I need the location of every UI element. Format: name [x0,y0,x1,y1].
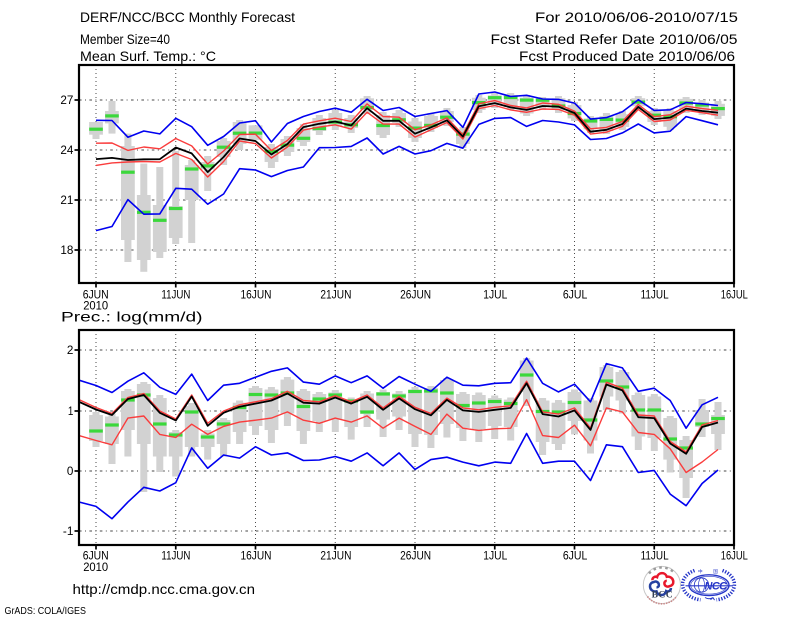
svg-text:21JUN: 21JUN [320,549,351,563]
svg-text:Fcst Produced Date 2010/06/06: Fcst Produced Date 2010/06/06 [519,48,735,64]
svg-text:11JUL: 11JUL [641,287,669,301]
svg-text:21JUN: 21JUN [320,287,351,301]
svg-text:Member Size=40: Member Size=40 [80,31,170,47]
svg-text:16JUL: 16JUL [721,549,748,563]
svg-text:24: 24 [60,143,73,157]
svg-text:11JUN: 11JUN [161,549,190,563]
svg-text:0: 0 [67,464,74,478]
svg-text:16JUN: 16JUN [241,549,272,563]
svg-text:21: 21 [60,193,73,207]
svg-text:中: 中 [698,568,703,575]
svg-text:Fcst Started Refer Date 2010/0: Fcst Started Refer Date 2010/06/05 [491,31,738,47]
svg-text:国: 国 [713,569,718,575]
svg-text:-1: -1 [63,524,74,538]
svg-text:16JUN: 16JUN [241,287,272,301]
svg-text:1JUL: 1JUL [483,549,507,563]
svg-text:6JUN: 6JUN [83,549,109,563]
svg-text:6JUL: 6JUL [563,287,588,301]
svg-text:1: 1 [68,404,74,418]
svg-text:Mean Surf. Temp.: °C: Mean Surf. Temp.: °C [80,48,216,64]
svg-text:26JUN: 26JUN [400,549,431,563]
svg-text:2: 2 [67,343,74,357]
svg-text:BCC: BCC [652,590,673,601]
svg-text:6JUN: 6JUN [83,287,109,301]
svg-text:16JUL: 16JUL [721,287,748,301]
svg-text:11JUN: 11JUN [161,287,190,301]
svg-text:18: 18 [60,243,73,257]
svg-text:2010: 2010 [83,560,108,574]
svg-text:27: 27 [60,93,73,107]
svg-text:http://cmdp.ncc.cma.gov.cn: http://cmdp.ncc.cma.gov.cn [73,581,256,597]
svg-text:GrADS: COLA/IGES: GrADS: COLA/IGES [5,605,87,617]
svg-text:11JUL: 11JUL [641,549,669,563]
svg-text:Prec.: log(mm/d): Prec.: log(mm/d) [61,310,203,325]
svg-text:1JUL: 1JUL [483,287,507,301]
svg-text:6JUL: 6JUL [563,549,588,563]
svg-text:DERF/NCC/BCC Monthly Forecast: DERF/NCC/BCC Monthly Forecast [80,9,295,25]
svg-text:2010: 2010 [83,299,108,313]
svg-text:For 2010/06/06-2010/07/15: For 2010/06/06-2010/07/15 [535,9,738,25]
svg-text:26JUN: 26JUN [400,287,431,301]
svg-text:NCC: NCC [704,580,728,592]
